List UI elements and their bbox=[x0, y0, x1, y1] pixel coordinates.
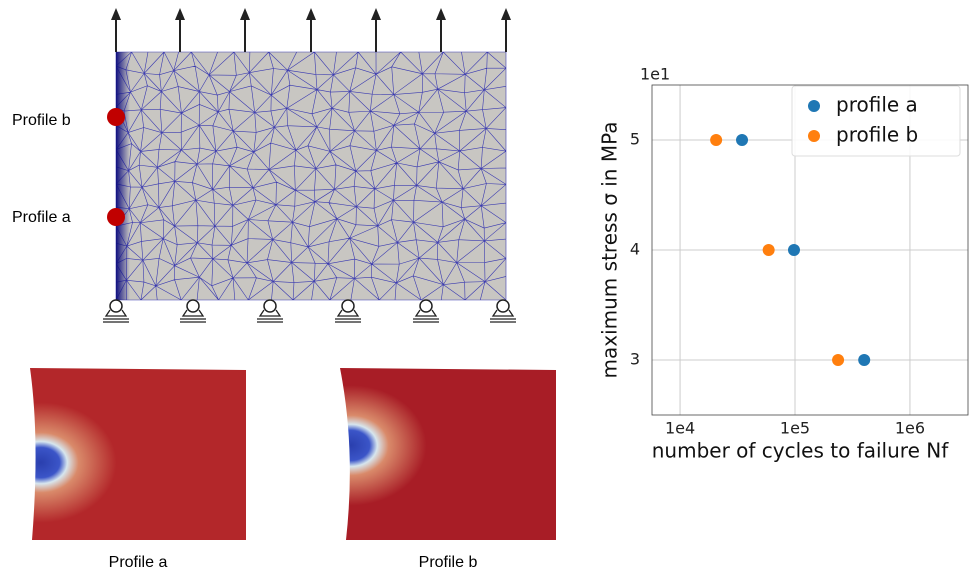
y-tick-label: 5 bbox=[630, 130, 640, 149]
mesh-refinement bbox=[116, 52, 130, 300]
arrow-head bbox=[501, 8, 511, 20]
arrow-head bbox=[240, 8, 250, 20]
point bbox=[710, 134, 722, 146]
load-arrows bbox=[111, 8, 511, 52]
profile-marker bbox=[107, 108, 125, 126]
point bbox=[832, 354, 844, 366]
contour-caption: Profile a bbox=[109, 554, 168, 571]
x-tick-label: 1e5 bbox=[780, 419, 810, 438]
x-axis-label: number of cycles to failure Nf bbox=[652, 439, 949, 463]
arrow-head bbox=[436, 8, 446, 20]
support-pin bbox=[110, 300, 122, 312]
legend-label: profile a bbox=[836, 93, 918, 117]
marker-label: Profile b bbox=[12, 112, 71, 129]
support-pin bbox=[342, 300, 354, 312]
contour-caption: Profile b bbox=[419, 554, 478, 571]
contour-plot bbox=[340, 368, 556, 540]
point bbox=[763, 244, 775, 256]
profile-marker bbox=[107, 208, 125, 226]
point bbox=[736, 134, 748, 146]
y-offset-label: 1e1 bbox=[640, 65, 670, 84]
y-tick-label: 4 bbox=[630, 240, 640, 259]
support-pin bbox=[187, 300, 199, 312]
arrow-head bbox=[306, 8, 316, 20]
arrow-head bbox=[111, 8, 121, 20]
y-axis-label: maximum stress σ in MPa bbox=[598, 122, 622, 379]
x-tick-label: 1e4 bbox=[665, 419, 695, 438]
legend-marker bbox=[808, 100, 820, 112]
arrow-head bbox=[175, 8, 185, 20]
contour-plot bbox=[30, 368, 246, 540]
legend-marker bbox=[808, 130, 820, 142]
y-tick-label: 3 bbox=[630, 350, 640, 369]
x-tick-label: 1e6 bbox=[895, 419, 925, 438]
support-pin bbox=[420, 300, 432, 312]
point bbox=[788, 244, 800, 256]
legend-label: profile b bbox=[836, 123, 918, 147]
support-pin bbox=[264, 300, 276, 312]
arrow-head bbox=[371, 8, 381, 20]
chart: 1e4 1e5 1e6 3 4 5 1e1 number of cycles to failu… bbox=[598, 65, 969, 463]
figure: Profile b Profile a Profile a Profile b … bbox=[0, 0, 969, 576]
point bbox=[858, 354, 870, 366]
supports bbox=[103, 300, 516, 322]
mesh bbox=[116, 52, 506, 300]
marker-label: Profile a bbox=[12, 209, 71, 226]
support-pin bbox=[497, 300, 509, 312]
